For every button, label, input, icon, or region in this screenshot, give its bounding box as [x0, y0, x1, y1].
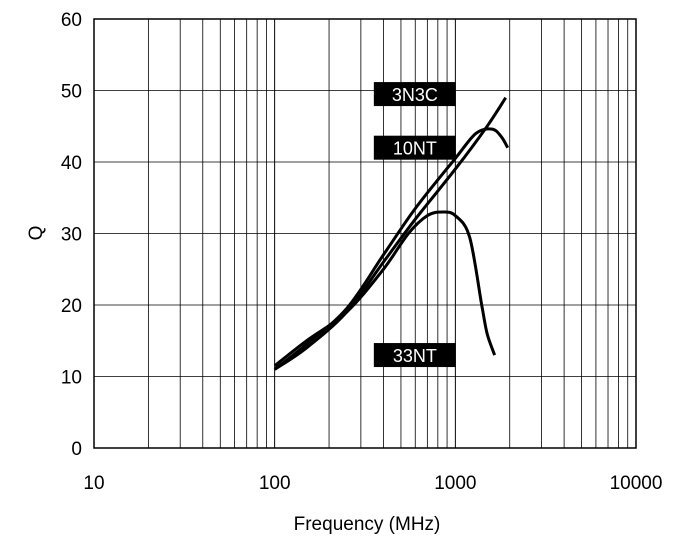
series-label-box — [373, 343, 456, 368]
series-label-10nt: 10NT — [373, 135, 456, 160]
y-tick-label: 30 — [61, 225, 82, 246]
series-labels: 3N3C 10NT 33NT — [373, 82, 456, 368]
series-label-33nt: 33NT — [373, 343, 456, 368]
x-tick-label: 10 — [83, 473, 104, 494]
y-tick-label: 40 — [61, 153, 82, 174]
x-tick-label: 10000 — [610, 473, 663, 494]
x-tick-labels: 10 100 1000 10000 — [83, 473, 662, 494]
y-tick-label: 20 — [61, 296, 82, 317]
series-label-text: 33NT — [393, 346, 437, 366]
y-tick-label: 10 — [61, 368, 82, 389]
y-tick-label: 50 — [61, 82, 82, 103]
x-tick-label: 1000 — [434, 473, 476, 494]
plot-frame — [93, 18, 637, 449]
series-label-text: 3N3C — [392, 85, 438, 105]
y-axis-label: Q — [26, 226, 47, 241]
series-label-text: 10NT — [393, 139, 437, 159]
series-label-3n3c: 3N3C — [373, 82, 456, 107]
series-line-33nt — [273, 210, 497, 367]
grid — [94, 19, 636, 448]
series-label-box — [373, 135, 456, 160]
series-lines — [273, 96, 510, 371]
x-axis-label: Frequency (MHz) — [294, 514, 441, 535]
series-label-box — [373, 82, 456, 107]
y-tick-label: 60 — [61, 10, 82, 31]
x-tick-label: 100 — [259, 473, 291, 494]
y-tick-label: 0 — [71, 439, 82, 460]
y-tick-labels: 0 10 20 30 40 50 60 — [61, 10, 82, 460]
